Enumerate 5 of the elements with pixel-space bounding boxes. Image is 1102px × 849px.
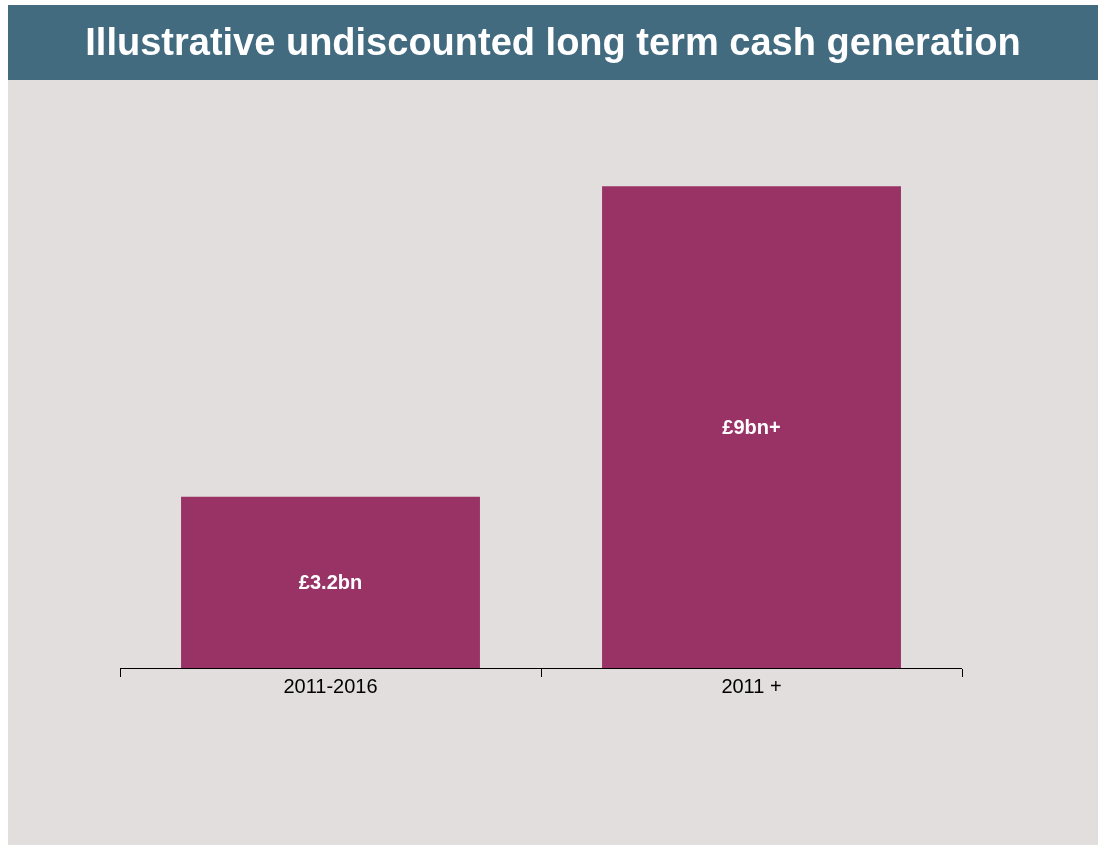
data-label: £9bn+: [722, 416, 781, 439]
x-tick-label: 2011 +: [721, 675, 782, 697]
chart-title: Illustrative undiscounted long term cash generation: [8, 5, 1098, 80]
data-label: £3.2bn: [298, 571, 363, 594]
x-tick-label: 2011-2016: [283, 675, 378, 697]
